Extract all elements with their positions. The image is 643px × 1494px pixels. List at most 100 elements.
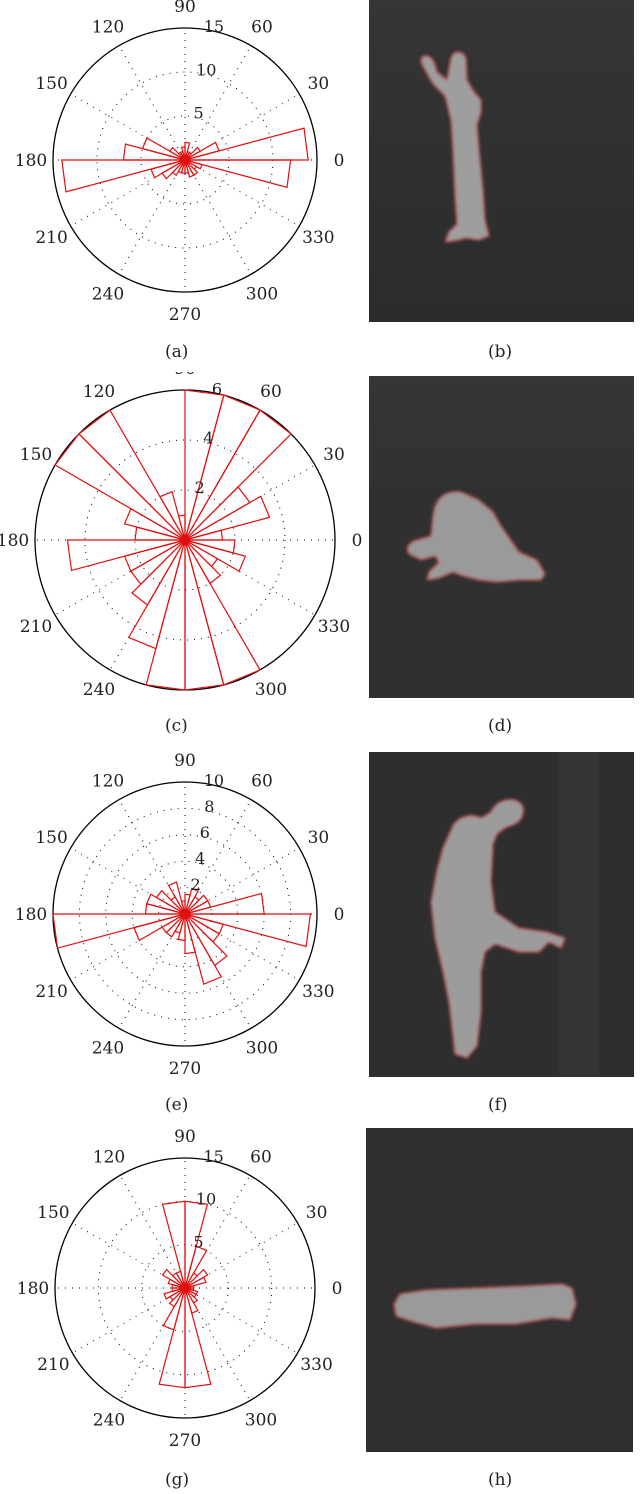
angle-tick-label: 330	[302, 228, 334, 248]
caption-b: (b)	[488, 342, 513, 362]
rose-wedge	[122, 143, 186, 161]
photo-b	[369, 0, 634, 322]
grid-spoke	[184, 45, 252, 161]
center-mark	[182, 911, 188, 917]
rose-wedge	[131, 539, 186, 606]
lying-figure	[393, 1283, 577, 1329]
angle-tick-label: 30	[306, 1203, 328, 1223]
angle-tick-label: 300	[246, 284, 278, 304]
center-mark	[182, 157, 188, 163]
rose-wedge	[54, 433, 186, 541]
rose-plot-a: 0 30 60 90 120 150 180 210 240 270 300 330 5 10 15	[15, 0, 345, 325]
angle-tick-label: 120	[83, 382, 115, 402]
angle-tick-label: 60	[251, 18, 273, 38]
rose-wedge	[145, 539, 186, 691]
radial-tick-label: 2	[191, 875, 201, 894]
angle-tick-label: 90	[174, 0, 196, 17]
grid-spoke	[184, 159, 252, 275]
angle-tick-label: 30	[323, 445, 345, 465]
angle-tick-label: 270	[169, 1431, 201, 1451]
angle-tick-label: 150	[20, 445, 52, 465]
radial-tick-label: 15	[204, 17, 224, 36]
grid-ring	[97, 1200, 273, 1376]
radial-tick-label: 15	[203, 1147, 223, 1166]
rose-wedge	[184, 409, 292, 541]
outer-circle	[54, 1157, 316, 1419]
rose-wedge	[129, 539, 186, 586]
rose-wedge	[61, 159, 186, 193]
rose-wedge	[184, 913, 312, 948]
grid-spoke	[184, 1287, 298, 1354]
grid-spoke	[119, 1175, 186, 1289]
angle-tick-label: 240	[92, 1038, 124, 1058]
angle-tick-label: 0	[334, 905, 345, 925]
angle-tick-label: 0	[334, 151, 345, 171]
rose-wedge	[134, 526, 186, 541]
rose-wedge	[184, 539, 261, 686]
caption-h: (h)	[488, 1470, 513, 1490]
rose-wedge	[78, 409, 186, 541]
caption-f: (f)	[488, 1095, 508, 1115]
angle-tick-label: 150	[35, 828, 67, 848]
radial-tick-label: 10	[204, 771, 224, 790]
caption-a: (a)	[165, 342, 189, 362]
angle-tick-label: 30	[308, 74, 330, 94]
standing-figure	[420, 51, 490, 243]
angle-tick-label: 240	[92, 284, 124, 304]
angle-tick-label: 0	[352, 531, 363, 551]
radial-tick-label: 4	[203, 429, 213, 448]
angle-tick-label: 330	[318, 617, 350, 637]
rose-wedge	[161, 1200, 186, 1289]
radial-tick-label: 6	[212, 379, 222, 398]
rose-wedge	[158, 1287, 186, 1389]
radial-tick-label: 8	[204, 797, 214, 816]
radial-tick-label: 10	[196, 60, 216, 79]
radial-tick-label: 10	[196, 1190, 216, 1209]
photo-d	[369, 376, 634, 698]
radial-tick-label: 6	[200, 823, 210, 842]
photo-f	[369, 752, 634, 1077]
rose-wedge	[184, 1287, 212, 1389]
angle-tick-label: 150	[37, 1203, 69, 1223]
angle-tick-label: 300	[246, 1038, 278, 1058]
kicking-figure	[430, 799, 566, 1059]
angle-tick-label: 210	[35, 982, 67, 1002]
angle-tick-label: 300	[245, 1411, 277, 1431]
angle-tick-label: 30	[308, 828, 330, 848]
angle-tick-label: 180	[0, 531, 29, 551]
angle-tick-label: 210	[20, 617, 52, 637]
rose-plot-e: 0 30 60 90 120 150 180 210 240 270 300 330 2 4 6 8 10	[15, 751, 345, 1079]
angle-tick-label: 60	[251, 772, 273, 792]
caption-c: (c)	[165, 716, 188, 736]
angle-tick-label: 120	[92, 772, 124, 792]
radial-tick-label: 5	[194, 104, 204, 123]
angle-tick-label: 120	[92, 18, 124, 38]
outer-circle	[52, 27, 318, 293]
angle-tick-label: 180	[15, 151, 47, 171]
center-mark	[182, 1285, 188, 1291]
rose-wedge	[141, 137, 186, 161]
rose-wedge	[184, 1287, 195, 1291]
caption-d: (d)	[488, 716, 513, 736]
angle-tick-label: 150	[35, 74, 67, 94]
angle-tick-label: 90	[174, 1128, 196, 1147]
angle-tick-label: 90	[174, 751, 196, 771]
rose-wedge	[52, 913, 186, 949]
caption-e: (e)	[165, 1095, 189, 1115]
angle-tick-label: 180	[15, 905, 47, 925]
angle-tick-label: 330	[302, 982, 334, 1002]
angle-tick-label: 270	[169, 1059, 201, 1079]
angle-tick-label: 60	[260, 382, 282, 402]
angle-tick-label: 90	[174, 372, 196, 379]
caption-g: (g)	[165, 1470, 190, 1490]
rose-wedge	[184, 539, 236, 554]
angle-tick-label: 330	[300, 1355, 332, 1375]
rose-plot-g: 0 30 60 90 120 150 180 210 240 270 300 330 5 10 15	[17, 1128, 343, 1451]
rose-wedge	[184, 159, 292, 189]
photo-h	[366, 1128, 633, 1452]
grid-spoke	[118, 159, 186, 275]
crawling-figure	[406, 491, 546, 583]
angle-tick-label: 300	[255, 680, 287, 700]
angle-tick-label: 240	[93, 1411, 125, 1431]
angle-tick-label: 60	[250, 1147, 272, 1167]
